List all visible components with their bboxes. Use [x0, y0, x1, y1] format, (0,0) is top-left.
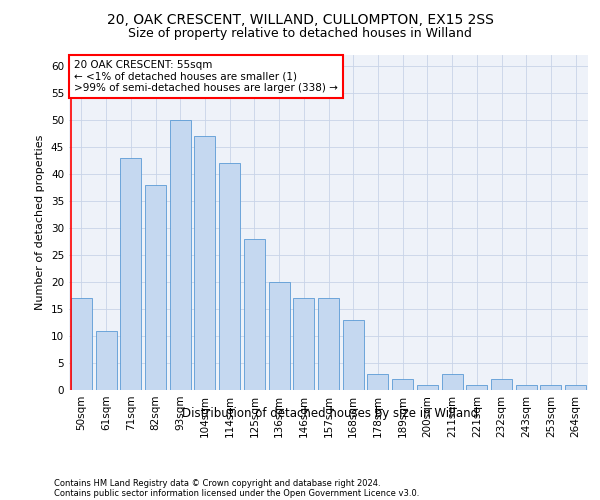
- Bar: [318, 298, 339, 390]
- Bar: [565, 384, 586, 390]
- Text: 20, OAK CRESCENT, WILLAND, CULLOMPTON, EX15 2SS: 20, OAK CRESCENT, WILLAND, CULLOMPTON, E…: [107, 12, 493, 26]
- Bar: [367, 374, 388, 390]
- Text: 20 OAK CRESCENT: 55sqm
← <1% of detached houses are smaller (1)
>99% of semi-det: 20 OAK CRESCENT: 55sqm ← <1% of detached…: [74, 60, 338, 93]
- Bar: [466, 384, 487, 390]
- Bar: [194, 136, 215, 390]
- Bar: [244, 238, 265, 390]
- Bar: [392, 379, 413, 390]
- Bar: [491, 379, 512, 390]
- Bar: [120, 158, 141, 390]
- Bar: [541, 384, 562, 390]
- Bar: [71, 298, 92, 390]
- Text: Distribution of detached houses by size in Willand: Distribution of detached houses by size …: [182, 408, 478, 420]
- Bar: [95, 330, 116, 390]
- Text: Contains HM Land Registry data © Crown copyright and database right 2024.: Contains HM Land Registry data © Crown c…: [54, 478, 380, 488]
- Bar: [145, 184, 166, 390]
- Bar: [269, 282, 290, 390]
- Bar: [442, 374, 463, 390]
- Y-axis label: Number of detached properties: Number of detached properties: [35, 135, 46, 310]
- Bar: [219, 163, 240, 390]
- Bar: [343, 320, 364, 390]
- Bar: [293, 298, 314, 390]
- Text: Size of property relative to detached houses in Willand: Size of property relative to detached ho…: [128, 28, 472, 40]
- Bar: [417, 384, 438, 390]
- Text: Contains public sector information licensed under the Open Government Licence v3: Contains public sector information licen…: [54, 488, 419, 498]
- Bar: [516, 384, 537, 390]
- Bar: [170, 120, 191, 390]
